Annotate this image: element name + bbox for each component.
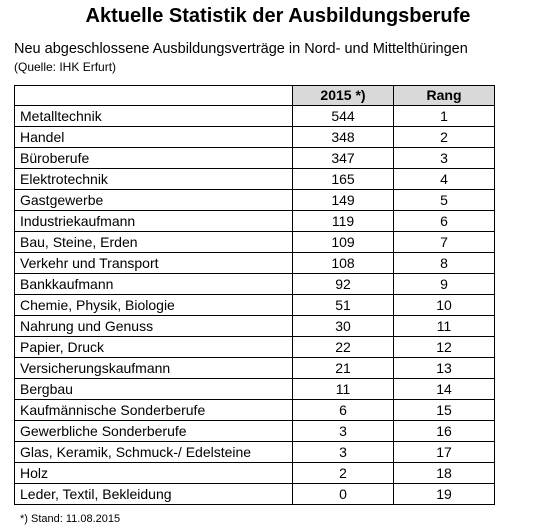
table-row: Elektrotechnik 165 4 xyxy=(14,168,495,190)
contracts-2015-cell: 165 xyxy=(292,168,394,190)
contracts-2015-cell: 3 xyxy=(292,420,394,442)
statistics-table: 2015 *) Rang Metalltechnik 544 1 Handel 348 2… xyxy=(14,85,495,505)
table-row: Industriekaufmann 119 6 xyxy=(14,210,495,232)
occupation-cell: Bergbau xyxy=(14,378,293,400)
occupation-cell: Elektrotechnik xyxy=(14,168,293,190)
rank-cell: 11 xyxy=(393,315,495,337)
occupation-cell: Industriekaufmann xyxy=(14,210,293,232)
occupation-cell: Papier, Druck xyxy=(14,336,293,358)
contracts-2015-cell: 149 xyxy=(292,189,394,211)
occupation-cell: Kaufmännische Sonderberufe xyxy=(14,399,293,421)
header-year-2015: 2015 *) xyxy=(292,85,394,106)
contracts-2015-cell: 21 xyxy=(292,357,394,379)
contracts-2015-cell: 11 xyxy=(292,378,394,400)
rank-cell: 14 xyxy=(393,378,495,400)
rank-cell: 16 xyxy=(393,420,495,442)
rank-cell: 5 xyxy=(393,189,495,211)
table-row: Papier, Druck 22 12 xyxy=(14,336,495,358)
occupation-cell: Metalltechnik xyxy=(14,105,293,127)
table-row: Bankkaufmann 92 9 xyxy=(14,273,495,295)
subtitle: Neu abgeschlossene Ausbildungsverträge i… xyxy=(14,41,468,57)
rank-cell: 1 xyxy=(393,105,495,127)
occupation-cell: Verkehr und Transport xyxy=(14,252,293,274)
contracts-2015-cell: 22 xyxy=(292,336,394,358)
contracts-2015-cell: 108 xyxy=(292,252,394,274)
table-row: Handel 348 2 xyxy=(14,126,495,148)
source-note: (Quelle: IHK Erfurt) xyxy=(14,60,117,74)
rank-cell: 6 xyxy=(393,210,495,232)
contracts-2015-cell: 119 xyxy=(292,210,394,232)
table-row: Büroberufe 347 3 xyxy=(14,147,495,169)
rank-cell: 18 xyxy=(393,462,495,484)
contracts-2015-cell: 92 xyxy=(292,273,394,295)
occupation-cell: Leder, Textil, Bekleidung xyxy=(14,483,293,505)
occupation-cell: Holz xyxy=(14,462,293,484)
table-row: Verkehr und Transport 108 8 xyxy=(14,252,495,274)
rank-cell: 13 xyxy=(393,357,495,379)
table-row: Nahrung und Genuss 30 11 xyxy=(14,315,495,337)
rank-cell: 12 xyxy=(393,336,495,358)
rank-cell: 2 xyxy=(393,126,495,148)
table-row: Gastgewerbe 149 5 xyxy=(14,189,495,211)
rank-cell: 4 xyxy=(393,168,495,190)
occupation-cell: Versicherungskaufmann xyxy=(14,357,293,379)
table-row: Gewerbliche Sonderberufe 3 16 xyxy=(14,420,495,442)
rank-cell: 8 xyxy=(393,252,495,274)
table-row: Chemie, Physik, Biologie 51 10 xyxy=(14,294,495,316)
occupation-cell: Bankkaufmann xyxy=(14,273,293,295)
rank-cell: 10 xyxy=(393,294,495,316)
rank-cell: 9 xyxy=(393,273,495,295)
contracts-2015-cell: 6 xyxy=(292,399,394,421)
rank-cell: 15 xyxy=(393,399,495,421)
occupation-cell: Bau, Steine, Erden xyxy=(14,231,293,253)
occupation-cell: Gewerbliche Sonderberufe xyxy=(14,420,293,442)
contracts-2015-cell: 0 xyxy=(292,483,394,505)
contracts-2015-cell: 3 xyxy=(292,441,394,463)
contracts-2015-cell: 544 xyxy=(292,105,394,127)
contracts-2015-cell: 109 xyxy=(292,231,394,253)
occupation-cell: Nahrung und Genuss xyxy=(14,315,293,337)
contracts-2015-cell: 347 xyxy=(292,147,394,169)
rank-cell: 7 xyxy=(393,231,495,253)
table-row: Versicherungskaufmann 21 13 xyxy=(14,357,495,379)
contracts-2015-cell: 348 xyxy=(292,126,394,148)
contracts-2015-cell: 2 xyxy=(292,462,394,484)
table-row: Bergbau 11 14 xyxy=(14,378,495,400)
occupation-cell: Büroberufe xyxy=(14,147,293,169)
contracts-2015-cell: 51 xyxy=(292,294,394,316)
rank-cell: 17 xyxy=(393,441,495,463)
occupation-cell: Glas, Keramik, Schmuck-/ Edelsteine xyxy=(14,441,293,463)
header-occupation xyxy=(14,85,293,106)
table-row: Glas, Keramik, Schmuck-/ Edelsteine 3 17 xyxy=(14,441,495,463)
occupation-cell: Handel xyxy=(14,126,293,148)
table-row: Bau, Steine, Erden 109 7 xyxy=(14,231,495,253)
table-row: Metalltechnik 544 1 xyxy=(14,105,495,127)
table-row: Leder, Textil, Bekleidung 0 19 xyxy=(14,483,495,505)
footnote: *) Stand: 11.08.2015 xyxy=(20,513,121,525)
occupation-cell: Chemie, Physik, Biologie xyxy=(14,294,293,316)
contracts-2015-cell: 30 xyxy=(292,315,394,337)
header-rank: Rang xyxy=(393,85,495,106)
rank-cell: 19 xyxy=(393,483,495,505)
table-header-row: 2015 *) Rang xyxy=(14,85,495,106)
occupation-cell: Gastgewerbe xyxy=(14,189,293,211)
table-row: Kaufmännische Sonderberufe 6 15 xyxy=(14,399,495,421)
rank-cell: 3 xyxy=(393,147,495,169)
table-body: Metalltechnik 544 1 Handel 348 2 Büroberufe 347… xyxy=(14,105,495,505)
page-title: Aktuelle Statistik der Ausbildungsberufe xyxy=(85,5,471,27)
table-row: Holz 2 18 xyxy=(14,462,495,484)
